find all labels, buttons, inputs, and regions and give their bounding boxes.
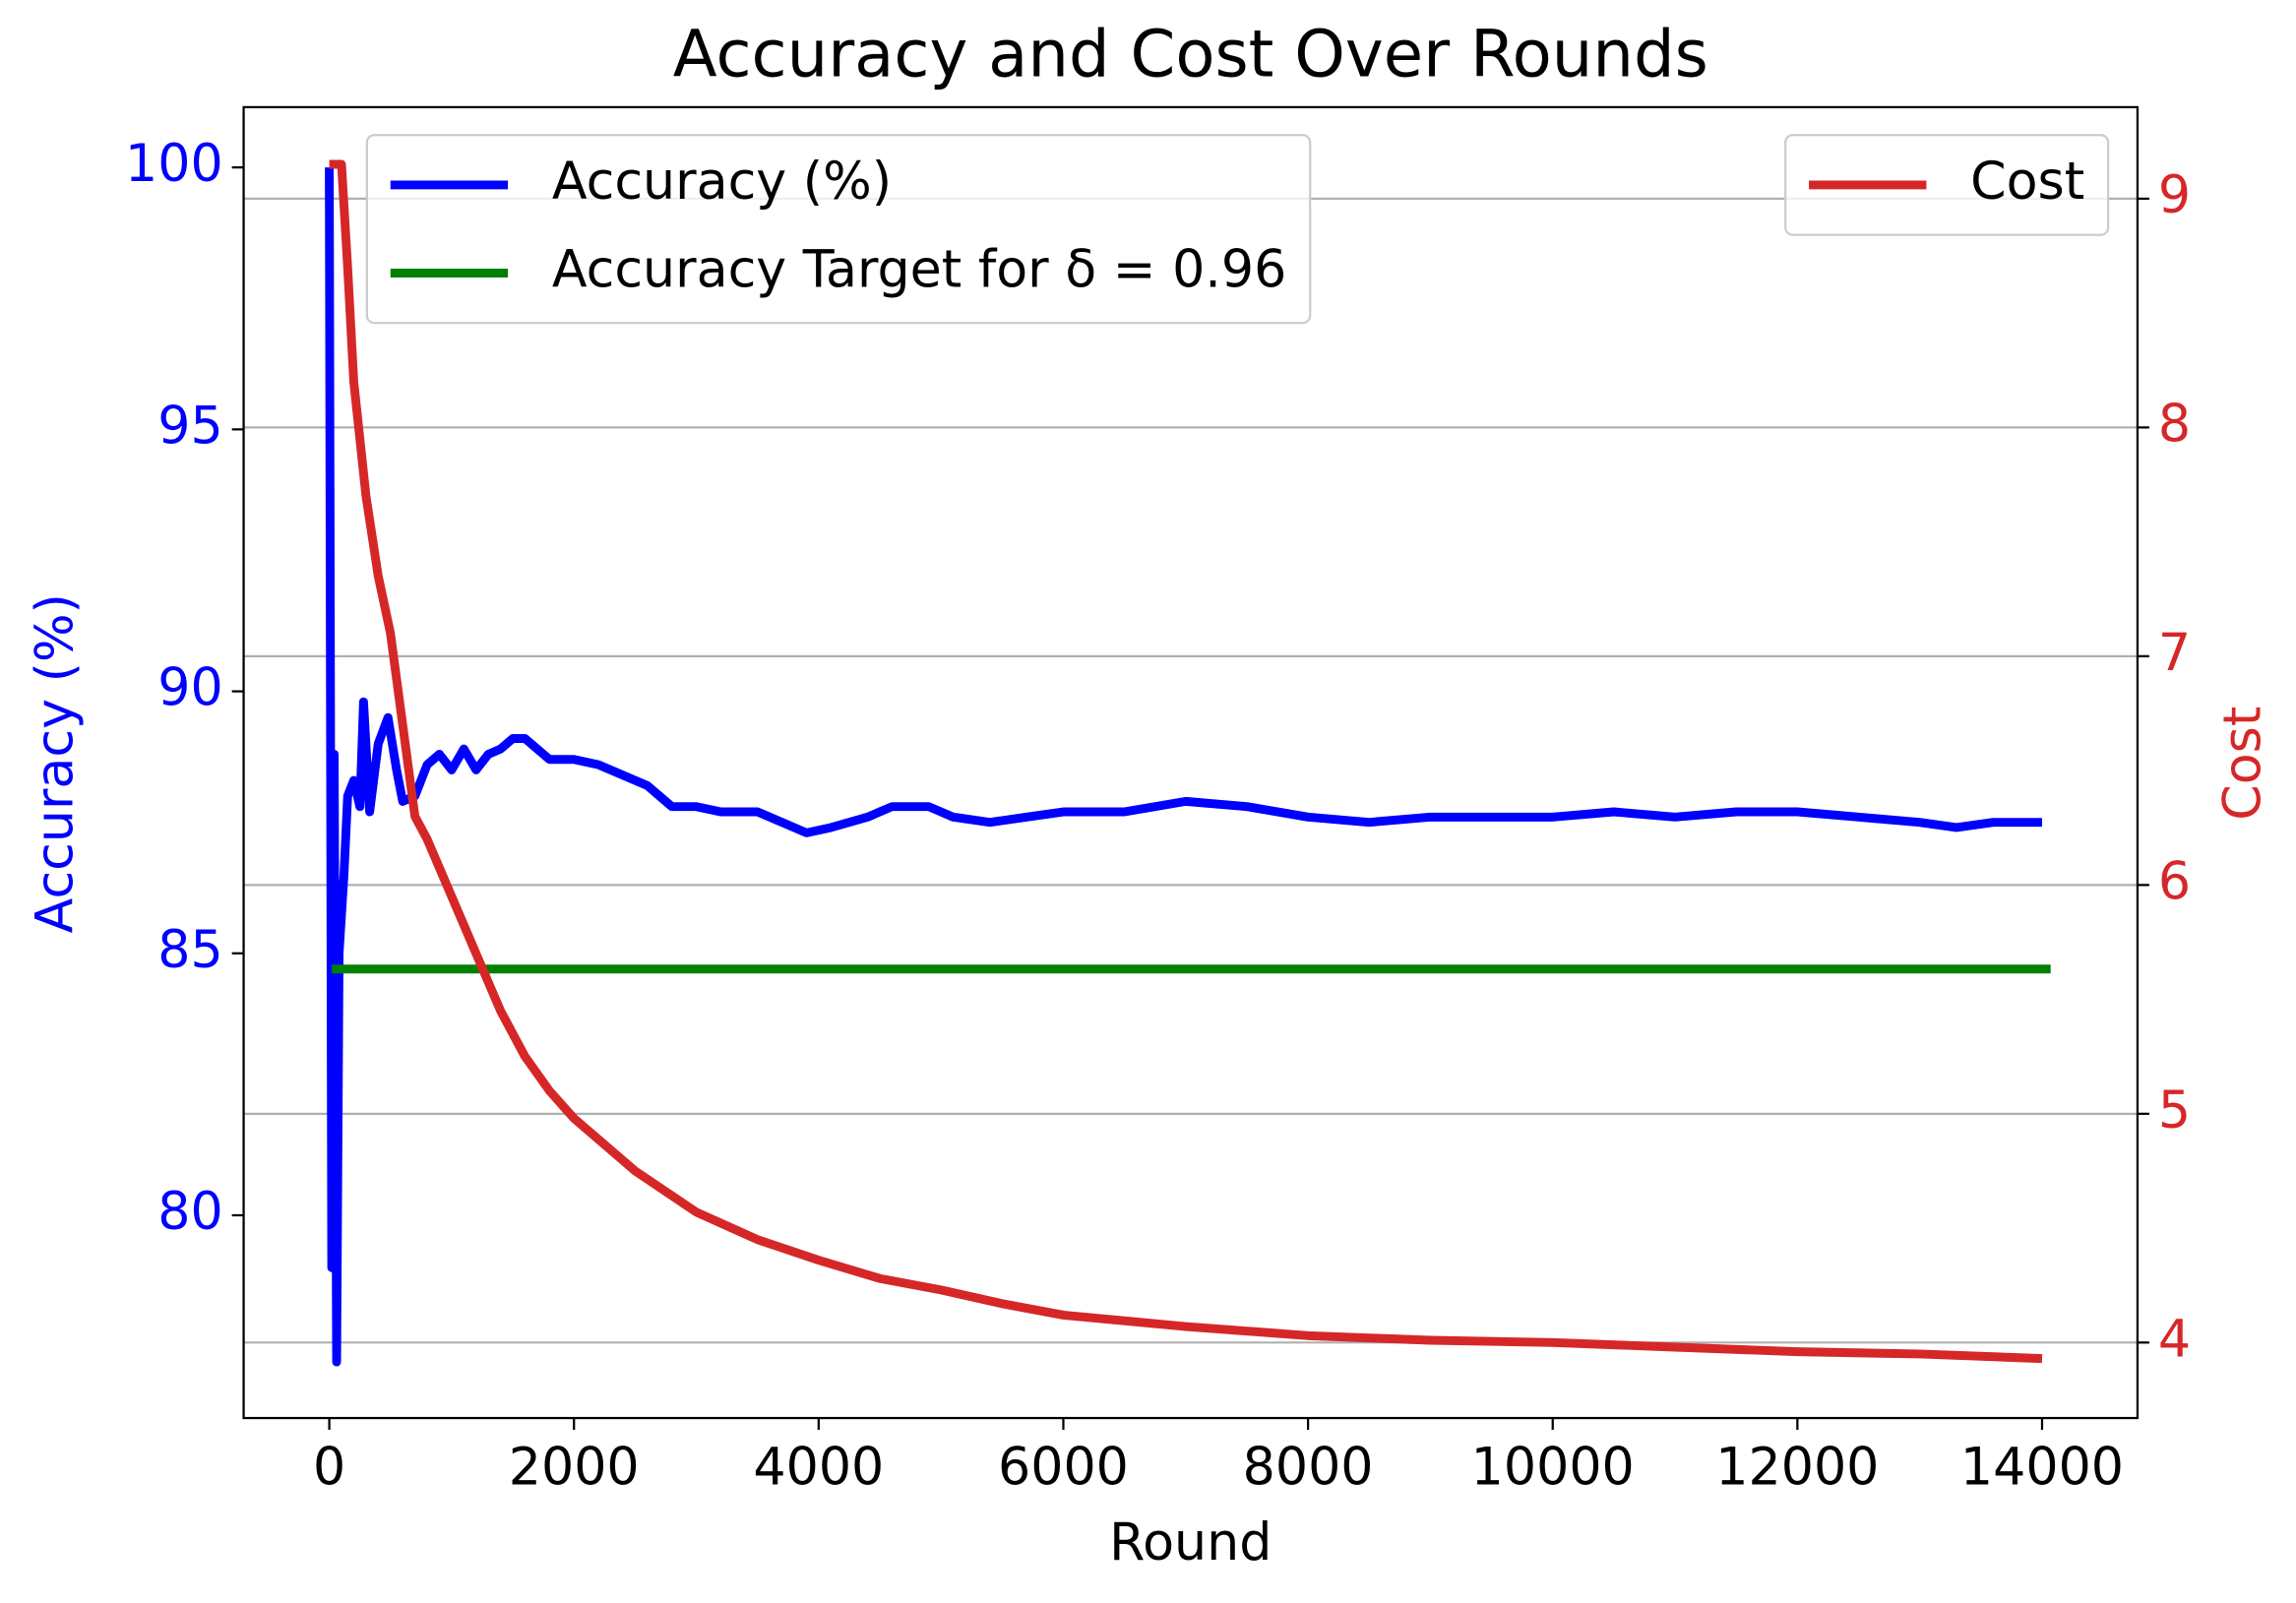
x-tick-label: 8000 bbox=[1243, 1439, 1374, 1498]
legend: Cost bbox=[1784, 134, 2110, 236]
chart-title: Accuracy and Cost Over Rounds bbox=[673, 18, 1708, 92]
series-line bbox=[325, 167, 2042, 1367]
series-line bbox=[329, 159, 2043, 1364]
legend-box bbox=[1784, 134, 2110, 236]
legend: Accuracy (%) Accuracy Target for δ = 0.96 bbox=[365, 134, 1312, 325]
x-tick-label: 4000 bbox=[753, 1439, 884, 1498]
y-tick-label: 90 bbox=[157, 659, 222, 718]
y-tick-label: 85 bbox=[157, 921, 222, 980]
y-tick-label: 95 bbox=[157, 397, 222, 456]
plot-frame bbox=[242, 105, 2140, 1420]
y2-tick-label: 4 bbox=[2158, 1310, 2191, 1369]
x-tick-label: 0 bbox=[313, 1439, 345, 1498]
y-tick-label: 80 bbox=[157, 1183, 222, 1242]
y2-tick-label: 7 bbox=[2158, 624, 2191, 683]
y2-tick-label: 5 bbox=[2158, 1081, 2191, 1141]
x-tick-label: 6000 bbox=[998, 1439, 1129, 1498]
y2-tick-label: 8 bbox=[2158, 395, 2191, 454]
legend-label: Cost bbox=[1970, 153, 2084, 212]
x-tick-label: 2000 bbox=[509, 1439, 640, 1498]
legend-label: Accuracy (%) bbox=[552, 153, 892, 212]
legend-box bbox=[365, 134, 1312, 325]
x-tick-label: 12000 bbox=[1715, 1439, 1879, 1498]
y-axis-label: Accuracy (%) bbox=[27, 593, 86, 933]
legend-label: Accuracy Target for δ = 0.96 bbox=[552, 240, 1287, 299]
x-tick-label: 14000 bbox=[1960, 1439, 2124, 1498]
x-tick-label: 10000 bbox=[1471, 1439, 1635, 1498]
x-axis-label: Round bbox=[1109, 1513, 1272, 1572]
y2-tick-label: 6 bbox=[2158, 852, 2191, 911]
y-tick-label: 100 bbox=[125, 135, 223, 194]
y2-tick-label: 9 bbox=[2158, 166, 2191, 225]
y2-axis-label: Cost bbox=[2213, 707, 2272, 821]
